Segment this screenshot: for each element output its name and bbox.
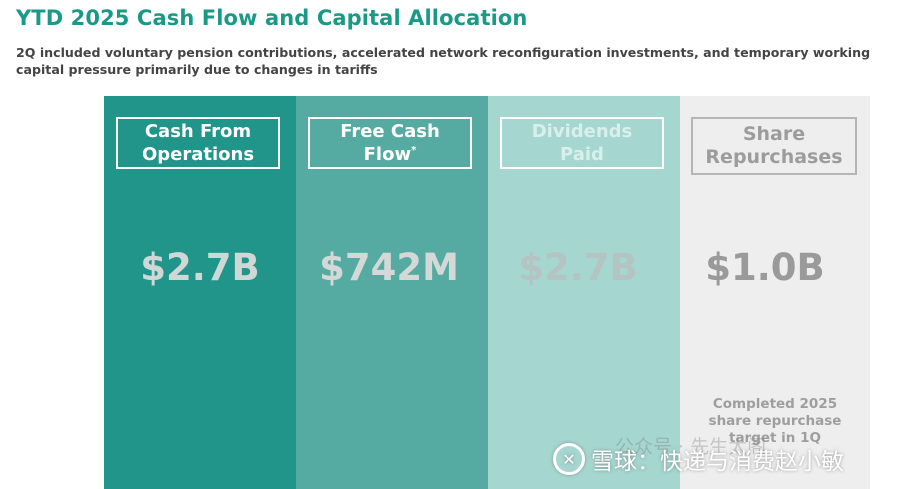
panel-share-repurchases: Share Repurchases $1.0B Completed 2025 s… — [680, 96, 870, 489]
panel-label: Cash From Operations — [116, 117, 280, 169]
xueqiu-logo-icon: ✕ — [553, 443, 585, 475]
watermark-faint: 公众号 · 先生太阁 — [615, 436, 767, 458]
panel-label-text: Free Cash Flow — [340, 121, 440, 165]
page-title: YTD 2025 Cash Flow and Capital Allocatio… — [16, 6, 528, 30]
panel-label: Share Repurchases — [691, 117, 857, 175]
watermark-text: 雪球：快递与消费赵小敏 — [591, 449, 844, 475]
panel-cash-from-operations: Cash From Operations $2.7B — [104, 96, 296, 489]
panel-value: $742M — [319, 246, 459, 289]
page-subtitle: 2Q included voluntary pension contributi… — [16, 45, 871, 77]
panel-dividends-paid: Dividends Paid $2.7B — [488, 96, 680, 489]
panel-label: Dividends Paid — [500, 117, 664, 169]
panel-value: $2.7B — [518, 246, 638, 289]
panel-value: $2.7B — [140, 246, 260, 289]
watermark: ✕ 雪球：快递与消费赵小敏 — [553, 442, 844, 476]
panel-value: $1.0B — [705, 246, 825, 289]
panel-note: Completed 2025 share repurchase target i… — [708, 396, 842, 446]
panel-free-cash-flow: Free Cash Flow* $742M — [296, 96, 488, 489]
footnote-marker: * — [411, 145, 417, 156]
panel-label: Free Cash Flow* — [308, 117, 472, 169]
